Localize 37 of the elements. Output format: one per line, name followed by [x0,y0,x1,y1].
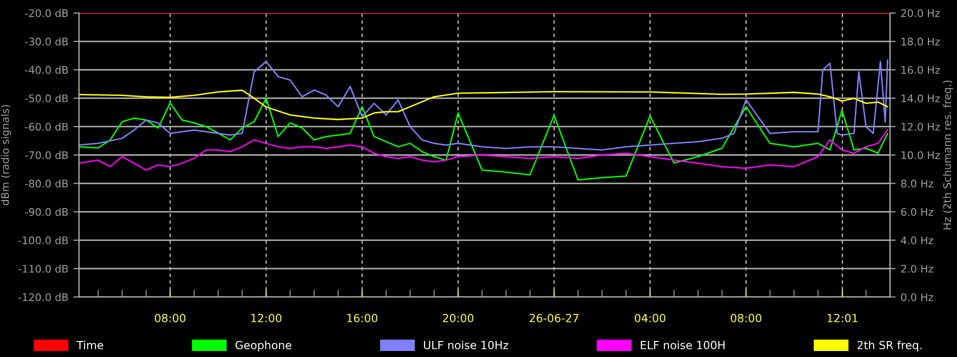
legend-label: Geophone [236,340,292,352]
y2-tick-label: 8.0 Hz [901,180,934,188]
legend-label: Time [76,340,104,350]
y-tick-label: -70.0 dB [25,151,68,160]
y-tick-label: -40.0 dB [25,66,68,74]
y2-tick-label: 18.0 Hz [902,38,940,46]
x-tick-label: 26-06-27 [530,314,578,322]
y-axis-title: dBm (radio signals) [0,105,11,206]
y2-tick-label: 2.0 Hz [901,264,934,273]
y-tick-label: -90.0 dB [25,208,68,216]
y-tick-label: -20.0 dB [25,9,68,18]
y-tick-label: -100.0 dB [18,236,68,244]
x-tick-label: 16:00 [347,314,378,322]
x-tick-label: 20:00 [442,314,474,322]
x-tick-label: 04:00 [634,314,666,322]
y-tick-label: -60.0 dB [25,122,68,131]
y2-tick-label: 10.0 Hz [902,151,940,160]
legend-label: ULF noise 10Hz [424,340,508,350]
y2-tick-label: 4.0 Hz [900,236,934,244]
x-tick-label: 08:00 [730,314,762,322]
x-tick-label: 08:00 [154,314,186,322]
y-tick-label: -50.0 dB [25,94,68,102]
x-tick-label: 12:01 [828,314,858,322]
y2-tick-label: 14.0 Hz [902,94,940,102]
legend-label: ELF noise 100H [640,340,724,350]
y2-axis-title: Hz (2th Schumann res. freq.) [943,80,954,230]
y2-tick-label: 0.0 Hz [901,293,934,302]
y-tick-label: -80.0 dB [25,179,68,188]
y-tick-label: -110.0 dB [18,264,68,273]
y-tick-label: -120.0 dB [18,293,68,302]
legend-label: 2th SR freq. [857,340,922,352]
y2-tick-label: 12.0 Hz [902,122,940,131]
y2-tick-label: 20.0 Hz [901,9,940,18]
y2-tick-label: 6.0 Hz [901,208,934,216]
x-tick-label: 12:00 [251,314,282,322]
y-tick-label: -30.0 dB [25,37,68,46]
y2-tick-label: 16.0 Hz [902,66,940,74]
